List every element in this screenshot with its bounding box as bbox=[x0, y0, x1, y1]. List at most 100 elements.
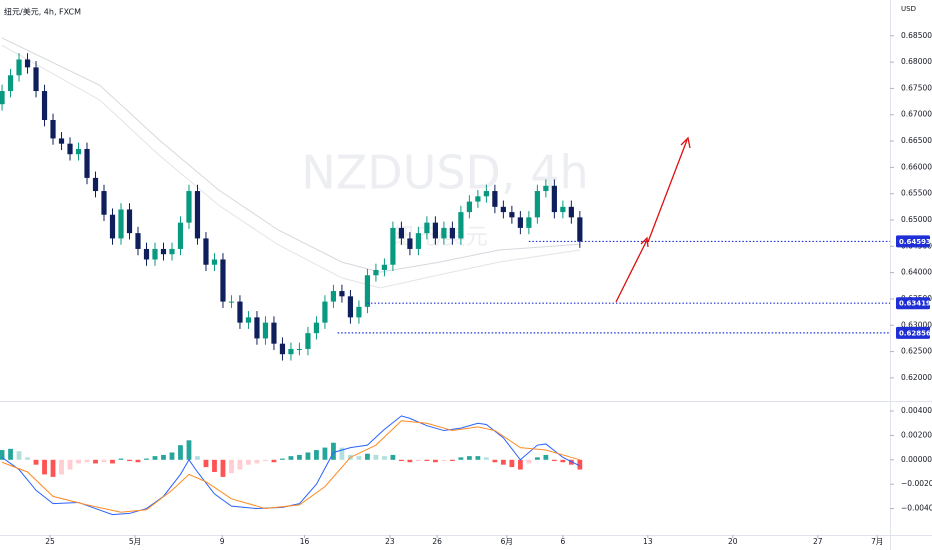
histogram-bar bbox=[212, 459, 217, 472]
price-label: 0.63419 bbox=[899, 300, 931, 308]
candle-body bbox=[16, 59, 22, 76]
candle-body bbox=[560, 206, 566, 213]
candle-body bbox=[237, 301, 243, 323]
candle-body bbox=[211, 259, 218, 265]
arrow-head bbox=[640, 236, 649, 248]
histogram-bar bbox=[534, 457, 540, 460]
candle-body bbox=[7, 75, 14, 92]
candle-body bbox=[169, 248, 175, 255]
candle-body bbox=[143, 248, 150, 260]
histogram-bar bbox=[424, 459, 430, 462]
histogram-bar bbox=[441, 459, 447, 462]
histogram-bar bbox=[526, 459, 532, 464]
histogram-bar bbox=[263, 459, 268, 462]
watermark-name: 纽元/美元 bbox=[392, 225, 487, 250]
histogram-bar bbox=[577, 459, 583, 470]
y-tick-label: 0.62000 bbox=[901, 373, 932, 382]
price-pane bbox=[0, 37, 890, 361]
candle-body bbox=[526, 217, 532, 228]
histogram-bar bbox=[186, 440, 192, 460]
histogram-bar bbox=[59, 459, 64, 475]
candle-body bbox=[305, 333, 311, 349]
candle-body bbox=[194, 191, 201, 239]
y-tick-label: 0.00000 bbox=[901, 455, 932, 464]
histogram-bar bbox=[509, 459, 515, 468]
arrow-head bbox=[680, 136, 691, 149]
histogram-bar bbox=[0, 450, 5, 460]
histogram-bar bbox=[407, 459, 413, 463]
y-tick-label: 0.00400 bbox=[901, 406, 932, 415]
candle-body bbox=[568, 206, 574, 218]
candle-body bbox=[84, 148, 90, 178]
histogram-bar bbox=[195, 456, 200, 460]
candle-body bbox=[543, 185, 549, 192]
histogram-bar bbox=[339, 447, 345, 460]
candle-body bbox=[466, 201, 472, 213]
histogram-bar bbox=[93, 459, 98, 464]
histogram-bar bbox=[314, 450, 319, 460]
histogram-bar bbox=[271, 459, 277, 463]
y-tick-label: 0.68500 bbox=[901, 31, 932, 40]
candle-body bbox=[126, 209, 133, 234]
candle-body bbox=[41, 91, 48, 120]
histogram-bar bbox=[517, 459, 523, 470]
histogram-bar bbox=[356, 456, 362, 460]
axes: 0.620000.625000.630000.635000.640000.645… bbox=[45, 31, 932, 546]
price-label-box bbox=[896, 297, 930, 310]
y-tick-label: 0.67500 bbox=[901, 83, 932, 92]
histogram-bar bbox=[280, 458, 285, 460]
candle-body bbox=[279, 343, 286, 355]
candle-body bbox=[517, 217, 523, 228]
candle-body bbox=[177, 222, 184, 249]
histogram-bar bbox=[390, 454, 396, 460]
candle-body bbox=[509, 212, 515, 218]
arrow-line bbox=[615, 239, 648, 303]
candle-body bbox=[0, 91, 5, 105]
histogram-bar bbox=[466, 456, 472, 460]
histogram-bar bbox=[500, 459, 506, 465]
macd-line bbox=[1, 420, 580, 513]
candle-body bbox=[347, 296, 354, 318]
candle-body bbox=[186, 191, 192, 223]
candle-body bbox=[271, 322, 277, 344]
x-tick-label: 5月 bbox=[129, 537, 141, 546]
candle-body bbox=[500, 206, 506, 213]
candle-body bbox=[381, 264, 388, 270]
macd-line bbox=[1, 415, 581, 516]
candle-body bbox=[152, 248, 158, 260]
histogram-bar bbox=[84, 459, 90, 463]
histogram-bar bbox=[458, 457, 464, 460]
histogram-bar bbox=[399, 459, 404, 462]
histogram-bar bbox=[144, 458, 149, 460]
histogram-bar bbox=[568, 459, 574, 465]
histogram-bar bbox=[16, 451, 22, 460]
histogram-bar bbox=[25, 457, 30, 460]
candle-body bbox=[33, 67, 39, 92]
histogram-bar bbox=[203, 459, 209, 468]
candle-body bbox=[322, 301, 328, 323]
y-tick-label: −0.00200 bbox=[901, 479, 932, 488]
y-tick-label: 0.00200 bbox=[901, 430, 932, 439]
price-label: 0.62856 bbox=[899, 329, 931, 337]
histogram-bar bbox=[8, 448, 13, 460]
candle-body bbox=[432, 222, 438, 239]
histogram-bar bbox=[322, 447, 328, 460]
histogram-bar bbox=[543, 454, 549, 460]
histogram-bar bbox=[67, 459, 73, 470]
candle-body bbox=[330, 291, 337, 302]
histogram-bar bbox=[432, 459, 438, 463]
histogram-bar bbox=[331, 442, 336, 460]
histogram-bar bbox=[382, 456, 387, 460]
histogram-bar bbox=[365, 453, 370, 460]
histogram-bar bbox=[50, 459, 56, 477]
y-tick-label: 0.63000 bbox=[901, 320, 932, 329]
price-label: 0.64593 bbox=[899, 238, 931, 246]
y-tick-label: 0.66500 bbox=[901, 136, 932, 145]
candle-body bbox=[50, 120, 56, 139]
candle-body bbox=[398, 227, 405, 239]
x-tick-label: 26 bbox=[432, 537, 442, 546]
histogram-bar bbox=[135, 459, 141, 463]
candle-body bbox=[92, 177, 99, 192]
candle-body bbox=[135, 233, 141, 249]
histogram-bar bbox=[483, 457, 489, 460]
